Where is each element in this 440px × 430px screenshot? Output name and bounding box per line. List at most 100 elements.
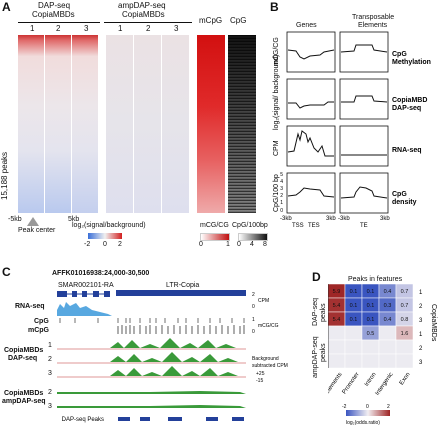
heatmap-cell xyxy=(328,339,346,355)
legend-mcg-tick-1: 0 xyxy=(199,241,203,248)
legend-tick-2: 0 xyxy=(366,404,369,410)
legend-mcg-bar xyxy=(200,233,230,241)
track-rna: RNA-seq xyxy=(15,303,45,310)
col-genes-label: Genes xyxy=(296,22,317,29)
col-label-5: Exon xyxy=(399,372,412,387)
legend-cpg-bar xyxy=(238,233,268,241)
heatmap-mcg xyxy=(197,35,225,213)
dap-sub: CopiaMBDs xyxy=(32,10,75,19)
row2-title-2: DAP-seq xyxy=(392,105,421,112)
heatmap-cell-value: 5.4 xyxy=(333,303,341,309)
row3-title-1: RNA-seq xyxy=(392,147,422,154)
heatmap-cell-value: 0.1 xyxy=(350,317,358,323)
heatmap-cell xyxy=(328,353,346,369)
heatmap-cell xyxy=(328,325,346,341)
group-dap-1: CopiaMBDs xyxy=(4,347,44,354)
col-label-1: Transposable elements xyxy=(328,372,344,426)
heatmap-dap-2 xyxy=(45,35,71,213)
track-mcpg: mCpG xyxy=(28,327,49,334)
row4-tick-2: 4 xyxy=(280,179,283,185)
legend-tick-1: -2 xyxy=(342,404,347,410)
row1-title-2: Methylation xyxy=(392,59,431,66)
group-amp-2: ampDAP-seq xyxy=(2,398,46,405)
legend-log-label: log₂(signal/background) xyxy=(72,222,146,229)
row4-title-1: CpG xyxy=(392,191,407,198)
heatmap-cell xyxy=(361,339,380,355)
heatmap-dap-1 xyxy=(18,35,44,213)
row4-tick-6: 0 xyxy=(280,208,283,214)
heatmap-cell-value: 1.6 xyxy=(401,331,409,337)
row3-ylabel: CPM xyxy=(273,140,280,156)
track-cpg: CpG xyxy=(34,318,49,325)
row4-tick-3: 3 xyxy=(280,186,283,192)
amp-rep-3: 3 xyxy=(48,403,52,410)
dap-col-1: 1 xyxy=(30,24,35,33)
scale-mcg-unit: mCG/CG xyxy=(258,323,279,329)
heatmap-cell-value: 0.1 xyxy=(367,303,375,309)
legend-cpg-label: CpG/100bp xyxy=(232,222,268,229)
row4-title-2: density xyxy=(392,199,417,206)
legend-log-tick-1: -2 xyxy=(84,241,91,248)
dap-bracket xyxy=(18,22,100,23)
heatmap-cell-value: 0.1 xyxy=(350,303,358,309)
te-x-1: -3kb xyxy=(338,216,350,222)
row-num-6: 3 xyxy=(419,360,423,366)
row4-tick-5: 1 xyxy=(280,200,283,206)
row2-title-1: CopiaMBD xyxy=(392,97,427,104)
amp-sub: CopiaMBDs xyxy=(122,10,165,19)
profile-plots: mCG/CG log₂(signal/ background) CPM CpG/… xyxy=(273,31,431,229)
scale-rna-unit: CPM xyxy=(258,298,269,304)
heatmap-cell xyxy=(344,339,363,355)
dap-title: DAP-seq xyxy=(38,1,71,10)
gene-x-2: TSS xyxy=(292,223,304,229)
odds-heatmap: 5.9 0.1 0.1 0.4 0.7 5.4 0.1 0.1 0.3 0.7 5.4 0.1 0.1 0… xyxy=(328,284,437,426)
heatmap-amp-2 xyxy=(134,35,161,213)
te-x-2: TE xyxy=(360,223,368,229)
cpg-label: CpG xyxy=(230,16,247,25)
scale-plus: +25 xyxy=(256,371,265,377)
heatmap-cell-value: 5.9 xyxy=(333,289,341,295)
row1-ylabel: mCG/CG xyxy=(273,37,280,66)
dap-col-3: 3 xyxy=(84,24,89,33)
heatmap-dap-3 xyxy=(72,35,98,213)
odds-legend-bar xyxy=(346,410,390,416)
heatmap-cell-value: 0.7 xyxy=(401,303,409,309)
peak-center-triangle-icon xyxy=(27,217,39,226)
row-num-2: 2 xyxy=(419,304,423,310)
amp-col-3: 3 xyxy=(174,24,179,33)
amp-title: ampDAP-seq xyxy=(118,1,166,10)
heatmap-cell xyxy=(378,325,397,341)
col-label-2: Promoter xyxy=(342,372,361,396)
legend-cpg-tick-3: 8 xyxy=(263,241,267,248)
gene-name: SMAR002101-RA xyxy=(58,282,114,289)
row-num-5: 2 xyxy=(419,346,423,352)
genome-browser: 2 CPM 0 1 mCG/CG 0 Background subtracted… xyxy=(57,290,288,423)
heatmap-cell xyxy=(378,353,397,369)
row4-ylabel: CpG/100 bp xyxy=(273,174,280,212)
right-group-label: CopiaMBDs xyxy=(430,304,437,342)
heatmap-cpg xyxy=(228,35,256,213)
heatmap-cell xyxy=(395,339,414,355)
legend-log-bar xyxy=(88,233,122,239)
heatmap-cell xyxy=(361,353,380,369)
legend-log-tick-2: 0 xyxy=(103,241,107,248)
bg-label-1: Background xyxy=(252,356,279,362)
amp-group-label-2: peaks xyxy=(320,343,327,362)
col-te-label-2: Elements xyxy=(358,22,388,29)
heatmap-cell xyxy=(344,325,363,341)
te-name: LTR-Copia xyxy=(166,282,200,289)
col-label-4: Intergenic xyxy=(375,372,395,397)
heatmap-cell xyxy=(378,339,397,355)
heatmap-cell-value: 0.1 xyxy=(367,289,375,295)
row1-title-1: CpG xyxy=(392,51,407,58)
gene-x-3: TES xyxy=(308,223,320,229)
row4-tick-1: 5 xyxy=(280,172,283,178)
heatmap-cell-value: 0.4 xyxy=(384,317,392,323)
heatmap-amp-1 xyxy=(106,35,133,213)
dap-group-label-2: peaks xyxy=(320,303,327,322)
row-num-4: 1 xyxy=(419,332,423,338)
col-label-3: Intron xyxy=(364,372,378,388)
heatmap-cell-value: 0.8 xyxy=(401,317,409,323)
bg-label-2: subtracted CPM xyxy=(252,363,288,369)
legend-cpg-tick-2: 4 xyxy=(250,241,254,248)
